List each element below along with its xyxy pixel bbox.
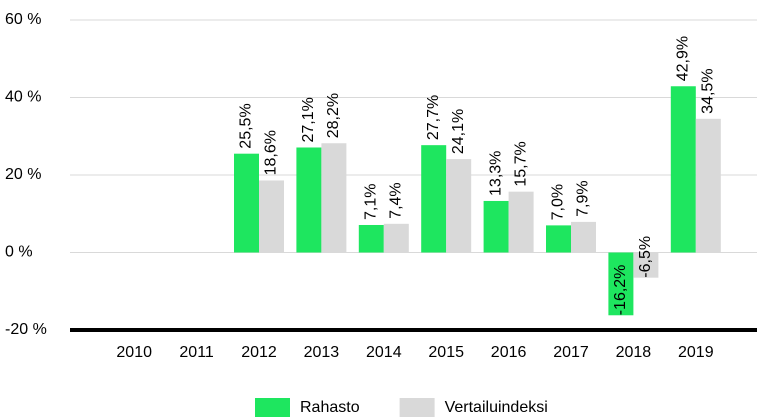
bar: [695, 118, 721, 253]
y-tick-label: 20 %: [5, 166, 41, 183]
y-tick-label: 0 %: [5, 244, 33, 261]
data-label: 7,9%: [575, 180, 592, 216]
data-label: 24,1%: [450, 109, 467, 154]
x-tick-label: 2017: [553, 344, 589, 361]
bar: [321, 143, 347, 253]
bar: [633, 252, 659, 278]
data-label: 28,2%: [325, 93, 342, 138]
data-label: 34,5%: [700, 68, 717, 113]
data-label: 7,4%: [388, 182, 405, 218]
x-tick-label: 2012: [241, 344, 277, 361]
data-label: 18,6%: [263, 130, 280, 175]
bar: [546, 225, 571, 253]
data-label: 13,3%: [487, 151, 504, 196]
legend-label: Vertailuindeksi: [445, 399, 548, 416]
bar: [571, 221, 596, 253]
bar: [234, 153, 259, 253]
bar: [508, 191, 534, 253]
y-tick-label: 40 %: [5, 89, 41, 106]
y-tick-label: -20 %: [5, 321, 47, 338]
bar: [670, 86, 696, 253]
data-label: 7,0%: [550, 184, 567, 220]
x-tick-label: 2014: [366, 344, 402, 361]
bar: [296, 147, 322, 253]
data-label: 27,7%: [425, 95, 442, 140]
x-tick-label: 2011: [179, 344, 214, 361]
bar: [358, 224, 384, 253]
bar: [608, 252, 634, 316]
bar: [383, 223, 409, 253]
data-label: 42,9%: [675, 36, 692, 81]
x-tick-label: 2019: [678, 344, 714, 361]
bar: [421, 145, 447, 253]
data-label: -6,5%: [637, 236, 654, 278]
data-label: 7,1%: [363, 184, 380, 220]
data-label: 27,1%: [300, 97, 317, 142]
x-tick-label: 2013: [304, 344, 340, 361]
x-tick-label: 2016: [491, 344, 527, 361]
x-tick-label: 2015: [428, 344, 464, 361]
data-label: -16,2%: [612, 265, 629, 316]
bar: [259, 180, 284, 253]
data-label: 25,5%: [238, 103, 255, 148]
y-tick-label: 60 %: [5, 11, 41, 28]
x-tick-label: 2010: [116, 344, 152, 361]
bar: [446, 159, 472, 253]
legend-swatch: [399, 398, 435, 417]
legend-swatch: [255, 398, 290, 417]
x-tick-label: 2018: [616, 344, 652, 361]
legend-label: Rahasto: [300, 399, 360, 416]
bar: [483, 200, 509, 253]
data-label: 15,7%: [512, 141, 529, 186]
